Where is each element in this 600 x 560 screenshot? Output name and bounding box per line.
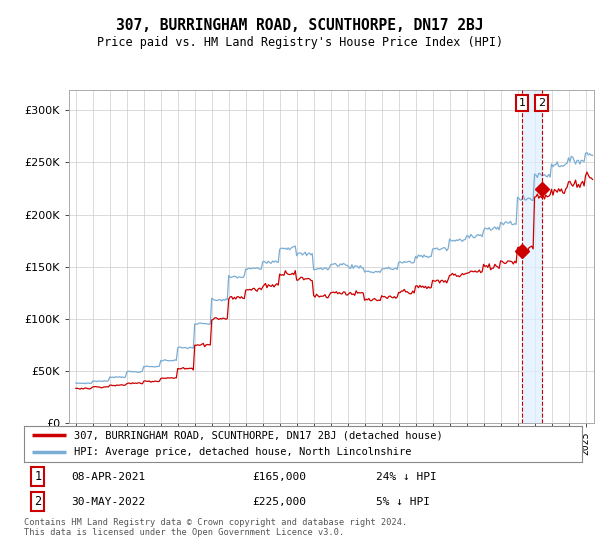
Text: 1: 1 bbox=[34, 470, 41, 483]
Text: £225,000: £225,000 bbox=[253, 497, 307, 507]
Text: Contains HM Land Registry data © Crown copyright and database right 2024.
This d: Contains HM Land Registry data © Crown c… bbox=[24, 518, 407, 538]
Text: HPI: Average price, detached house, North Lincolnshire: HPI: Average price, detached house, Nort… bbox=[74, 447, 412, 457]
Text: £165,000: £165,000 bbox=[253, 472, 307, 482]
Bar bbox=[522, 90, 542, 423]
Text: 30-MAY-2022: 30-MAY-2022 bbox=[71, 497, 146, 507]
Text: 24% ↓ HPI: 24% ↓ HPI bbox=[376, 472, 436, 482]
Text: 307, BURRINGHAM ROAD, SCUNTHORPE, DN17 2BJ (detached house): 307, BURRINGHAM ROAD, SCUNTHORPE, DN17 2… bbox=[74, 431, 443, 440]
Text: 2: 2 bbox=[34, 496, 41, 508]
Text: 2: 2 bbox=[538, 98, 545, 108]
Text: 1: 1 bbox=[518, 98, 526, 108]
Text: Price paid vs. HM Land Registry's House Price Index (HPI): Price paid vs. HM Land Registry's House … bbox=[97, 36, 503, 49]
Text: 5% ↓ HPI: 5% ↓ HPI bbox=[376, 497, 430, 507]
Text: 307, BURRINGHAM ROAD, SCUNTHORPE, DN17 2BJ: 307, BURRINGHAM ROAD, SCUNTHORPE, DN17 2… bbox=[116, 18, 484, 33]
Text: 08-APR-2021: 08-APR-2021 bbox=[71, 472, 146, 482]
